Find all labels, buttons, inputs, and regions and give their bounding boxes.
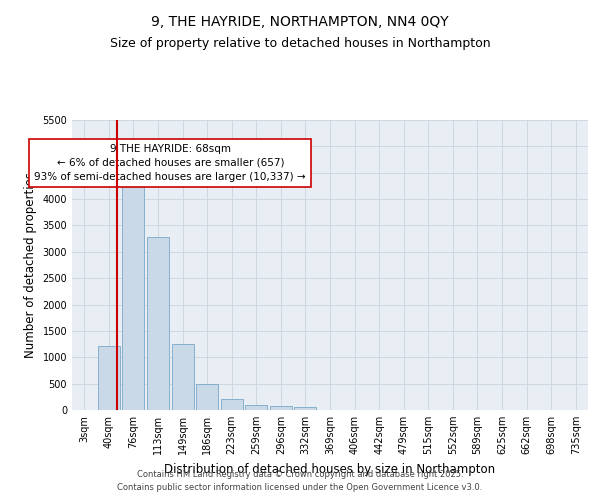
Bar: [147, 237, 169, 410]
Bar: [98, 346, 120, 410]
Bar: [270, 406, 292, 410]
Bar: [295, 408, 316, 410]
Text: 9, THE HAYRIDE, NORTHAMPTON, NN4 0QY: 9, THE HAYRIDE, NORTHAMPTON, NN4 0QY: [151, 15, 449, 29]
Bar: [221, 400, 243, 410]
Y-axis label: Number of detached properties: Number of detached properties: [24, 172, 37, 358]
Text: Contains HM Land Registry data © Crown copyright and database right 2025.
Contai: Contains HM Land Registry data © Crown c…: [118, 470, 482, 492]
Bar: [196, 384, 218, 410]
Text: Size of property relative to detached houses in Northampton: Size of property relative to detached ho…: [110, 38, 490, 51]
Text: 9 THE HAYRIDE: 68sqm
← 6% of detached houses are smaller (657)
93% of semi-detac: 9 THE HAYRIDE: 68sqm ← 6% of detached ho…: [34, 144, 306, 182]
X-axis label: Distribution of detached houses by size in Northampton: Distribution of detached houses by size …: [164, 462, 496, 475]
Bar: [122, 184, 145, 410]
Bar: [245, 404, 268, 410]
Bar: [172, 344, 194, 410]
